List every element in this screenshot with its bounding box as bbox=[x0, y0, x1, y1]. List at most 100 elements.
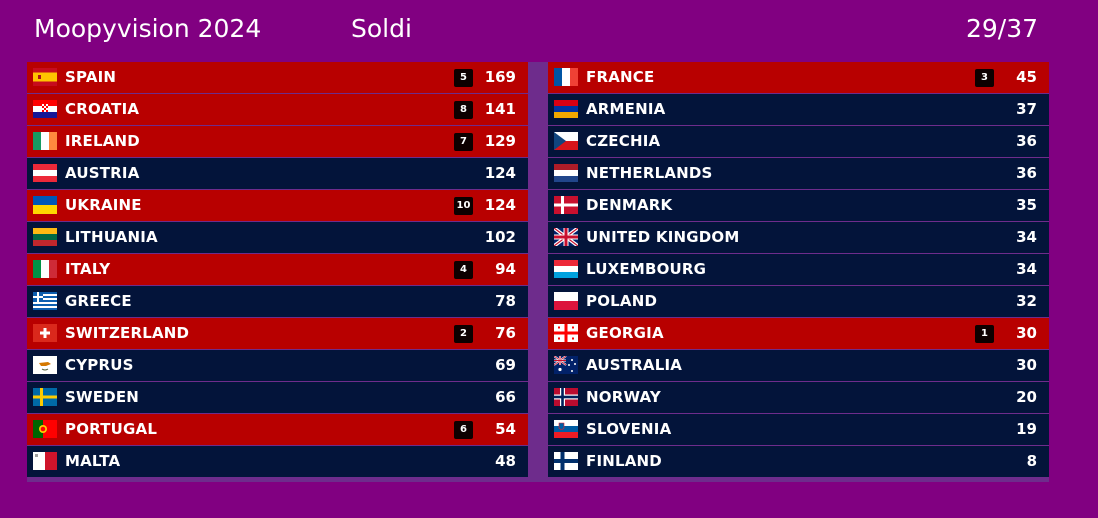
total-score: 169 bbox=[484, 68, 516, 86]
total-score: 36 bbox=[1016, 132, 1037, 150]
ireland-flag-icon bbox=[33, 132, 57, 150]
scoreboard-row: CZECHIA 36 bbox=[548, 126, 1049, 157]
malta-flag-icon bbox=[33, 452, 57, 470]
austria-flag-icon bbox=[33, 164, 57, 182]
country-name: FRANCE bbox=[586, 68, 655, 86]
points-received-badge: 7 bbox=[454, 133, 473, 151]
scoreboard-row: AUSTRIA 124 bbox=[27, 158, 528, 189]
total-score: 124 bbox=[484, 196, 516, 214]
country-name: UKRAINE bbox=[65, 196, 142, 214]
country-name: NETHERLANDS bbox=[586, 164, 713, 182]
scoreboard-row: PORTUGAL 6 54 bbox=[27, 414, 528, 445]
united-kingdom-flag-icon bbox=[554, 228, 578, 246]
scoreboard-row: SWEDEN 66 bbox=[27, 382, 528, 413]
country-name: CROATIA bbox=[65, 100, 140, 118]
country-name: CZECHIA bbox=[586, 132, 661, 150]
scoreboard-row: AUSTRALIA 30 bbox=[548, 350, 1049, 381]
scoreboard-row: NORWAY 20 bbox=[548, 382, 1049, 413]
scoreboard-row: POLAND 32 bbox=[548, 286, 1049, 317]
total-score: 45 bbox=[1016, 68, 1037, 86]
scoreboard-row: SPAIN 5 169 bbox=[27, 62, 528, 93]
country-name: IRELAND bbox=[65, 132, 140, 150]
total-score: 36 bbox=[1016, 164, 1037, 182]
total-score: 66 bbox=[495, 388, 516, 406]
total-score: 20 bbox=[1016, 388, 1037, 406]
scoreboard-row: UNITED KINGDOM 34 bbox=[548, 222, 1049, 253]
norway-flag-icon bbox=[554, 388, 578, 406]
france-flag-icon bbox=[554, 68, 578, 86]
scoreboard-row: FINLAND 8 bbox=[548, 446, 1049, 477]
country-name: CYPRUS bbox=[65, 356, 134, 374]
scoreboard-row: LUXEMBOURG 34 bbox=[548, 254, 1049, 285]
contest-title: Moopyvision 2024 bbox=[34, 14, 262, 43]
scoreboard-row: CYPRUS 69 bbox=[27, 350, 528, 381]
scoreboard-row: SWITZERLAND 2 76 bbox=[27, 318, 528, 349]
total-score: 48 bbox=[495, 452, 516, 470]
scoreboard-right-column: FRANCE 3 45 ARMENIA 37 CZECHIA 36 NETHERLANDS 36… bbox=[548, 62, 1049, 478]
georgia-flag-icon bbox=[554, 324, 578, 342]
total-score: 102 bbox=[484, 228, 516, 246]
spain-flag-icon bbox=[33, 68, 57, 86]
total-score: 37 bbox=[1016, 100, 1037, 118]
scoreboard-row: GREECE 78 bbox=[27, 286, 528, 317]
points-received-badge: 1 bbox=[975, 325, 994, 343]
total-score: 34 bbox=[1016, 228, 1037, 246]
total-score: 8 bbox=[1026, 452, 1037, 470]
scoreboard-row: MALTA 48 bbox=[27, 446, 528, 477]
croatia-flag-icon bbox=[33, 100, 57, 118]
denmark-flag-icon bbox=[554, 196, 578, 214]
total-score: 78 bbox=[495, 292, 516, 310]
total-score: 19 bbox=[1016, 420, 1037, 438]
greece-flag-icon bbox=[33, 292, 57, 310]
italy-flag-icon bbox=[33, 260, 57, 278]
slovenia-flag-icon bbox=[554, 420, 578, 438]
poland-flag-icon bbox=[554, 292, 578, 310]
total-score: 76 bbox=[495, 324, 516, 342]
luxembourg-flag-icon bbox=[554, 260, 578, 278]
sweden-flag-icon bbox=[33, 388, 57, 406]
country-name: GREECE bbox=[65, 292, 132, 310]
country-name: PORTUGAL bbox=[65, 420, 158, 438]
total-score: 32 bbox=[1016, 292, 1037, 310]
scoreboard-row: IRELAND 7 129 bbox=[27, 126, 528, 157]
total-score: 30 bbox=[1016, 324, 1037, 342]
country-name: SWITZERLAND bbox=[65, 324, 190, 342]
switzerland-flag-icon bbox=[33, 324, 57, 342]
total-score: 34 bbox=[1016, 260, 1037, 278]
netherlands-flag-icon bbox=[554, 164, 578, 182]
points-received-badge: 3 bbox=[975, 69, 994, 87]
armenia-flag-icon bbox=[554, 100, 578, 118]
portugal-flag-icon bbox=[33, 420, 57, 438]
points-received-badge: 4 bbox=[454, 261, 473, 279]
country-name: DENMARK bbox=[586, 196, 673, 214]
finland-flag-icon bbox=[554, 452, 578, 470]
ukraine-flag-icon bbox=[33, 196, 57, 214]
country-name: LITHUANIA bbox=[65, 228, 158, 246]
australia-flag-icon bbox=[554, 356, 578, 374]
scoreboard-row: NETHERLANDS 36 bbox=[548, 158, 1049, 189]
cyprus-flag-icon bbox=[33, 356, 57, 374]
scoreboard-row: LITHUANIA 102 bbox=[27, 222, 528, 253]
country-name: FINLAND bbox=[586, 452, 662, 470]
country-name: POLAND bbox=[586, 292, 658, 310]
scoreboard-left-column: SPAIN 5 169 CROATIA 8 141 IRELAND 7 129 AUSTRIA 12… bbox=[27, 62, 528, 478]
country-name: UNITED KINGDOM bbox=[586, 228, 740, 246]
scoreboard-row: FRANCE 3 45 bbox=[548, 62, 1049, 93]
country-name: NORWAY bbox=[586, 388, 661, 406]
country-name: LUXEMBOURG bbox=[586, 260, 707, 278]
points-received-badge: 10 bbox=[454, 197, 473, 215]
total-score: 94 bbox=[495, 260, 516, 278]
scoreboard-row: CROATIA 8 141 bbox=[27, 94, 528, 125]
points-received-badge: 8 bbox=[454, 101, 473, 119]
lithuania-flag-icon bbox=[33, 228, 57, 246]
country-name: AUSTRIA bbox=[65, 164, 140, 182]
total-score: 141 bbox=[484, 100, 516, 118]
country-name: ARMENIA bbox=[586, 100, 666, 118]
scoreboard-row: DENMARK 35 bbox=[548, 190, 1049, 221]
scoreboard: SPAIN 5 169 CROATIA 8 141 IRELAND 7 129 AUSTRIA 12… bbox=[27, 62, 1049, 482]
points-received-badge: 6 bbox=[454, 421, 473, 439]
total-score: 30 bbox=[1016, 356, 1037, 374]
total-score: 124 bbox=[484, 164, 516, 182]
country-name: GEORGIA bbox=[586, 324, 664, 342]
total-score: 35 bbox=[1016, 196, 1037, 214]
